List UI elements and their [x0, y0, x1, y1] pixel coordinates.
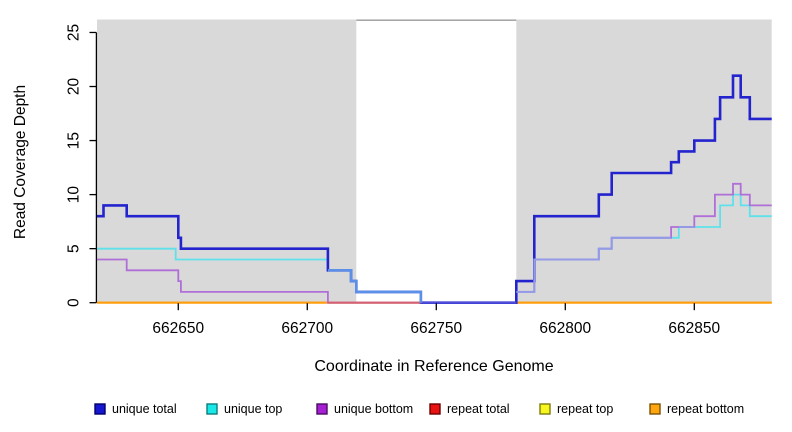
legend-label-unique-bottom: unique bottom — [334, 402, 413, 416]
x-tick-label: 662850 — [668, 320, 720, 337]
x-tick-label: 662650 — [152, 320, 204, 337]
plot-panel — [97, 19, 772, 303]
legend-swatch-repeat-top — [539, 403, 551, 415]
x-tick-label: 662750 — [410, 320, 462, 337]
legend-label-repeat-total: repeat total — [447, 402, 510, 416]
legend: unique total unique top unique bottom repea… — [94, 402, 744, 416]
series-lines — [97, 74, 772, 304]
x-axis-title: Coordinate in Reference Genome — [314, 358, 553, 375]
legend-label-repeat-top: repeat top — [557, 402, 613, 416]
legend-label-unique-total: unique total — [112, 402, 177, 416]
overlap-unique-total-equals-top-descent — [327, 269, 423, 303]
series-unique-total — [97, 74, 772, 304]
y-tick-label: 0 — [65, 298, 82, 307]
legend-label-repeat-bottom: repeat bottom — [667, 402, 744, 416]
x-tick-label: 662800 — [539, 320, 591, 337]
y-tick-label: 25 — [65, 24, 82, 41]
legend-swatch-repeat-bottom — [649, 403, 661, 415]
axes: 0 5 10 15 20 25 662650 662700 662750 662800 662850 — [65, 24, 720, 337]
legend-swatch-unique-top — [206, 403, 218, 415]
legend-swatch-unique-bottom — [316, 403, 328, 415]
y-tick-label: 15 — [65, 132, 82, 149]
y-tick-label: 10 — [65, 186, 82, 204]
y-tick-label: 5 — [65, 244, 82, 253]
legend-swatch-repeat-total — [429, 403, 441, 415]
masked-region — [356, 19, 517, 303]
y-axis-title: Read Coverage Depth — [12, 85, 29, 239]
overlap-unique-top-equals-bottom-left — [516, 236, 672, 293]
x-tick-label: 662700 — [281, 320, 333, 337]
legend-swatch-unique-total — [94, 403, 106, 415]
y-tick-label: 20 — [65, 78, 82, 96]
legend-label-unique-top: unique top — [224, 402, 282, 416]
